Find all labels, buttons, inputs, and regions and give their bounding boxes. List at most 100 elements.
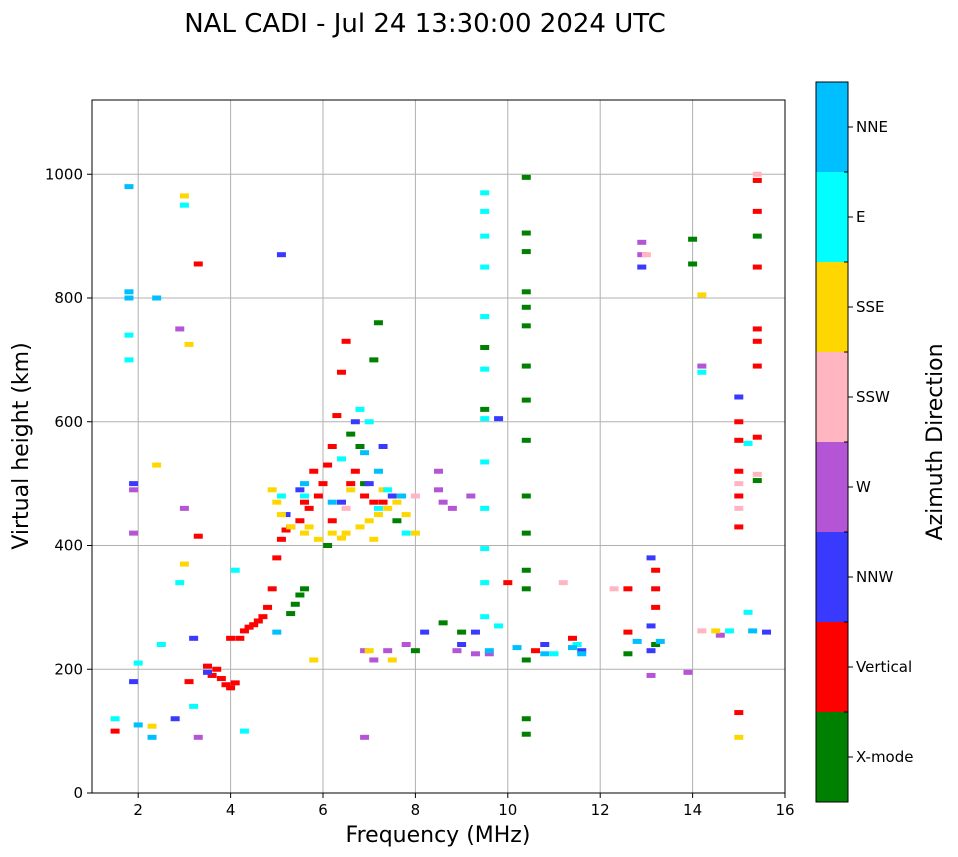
data-point-nnw xyxy=(646,623,656,629)
x-tick-label: 10 xyxy=(498,801,517,819)
data-point-w xyxy=(637,252,647,258)
data-point-sse xyxy=(734,734,744,740)
data-point-vertical xyxy=(350,468,360,474)
data-point-x-mode xyxy=(480,345,490,350)
data-point-vertical xyxy=(369,499,379,505)
data-point-x-mode xyxy=(521,567,531,573)
data-point-ssw xyxy=(641,252,651,258)
data-point-vertical xyxy=(110,728,120,734)
colorbar-label: SSW xyxy=(856,388,890,406)
x-axis-label: Frequency (MHz) xyxy=(346,823,531,848)
data-point-vertical xyxy=(253,618,263,624)
colorbar-label: X-mode xyxy=(856,748,913,766)
colorbar-label: NNW xyxy=(856,568,893,586)
data-point-sse xyxy=(383,505,393,511)
data-point-x-mode xyxy=(521,397,531,403)
data-point-x-mode xyxy=(688,261,698,267)
data-point-x-mode xyxy=(752,233,762,239)
data-point-nne xyxy=(577,651,587,657)
data-point-x-mode xyxy=(521,304,531,310)
data-point-vertical xyxy=(239,628,249,634)
data-point-x-mode xyxy=(360,481,370,487)
data-point-w xyxy=(715,632,725,638)
data-point-vertical xyxy=(249,622,259,628)
data-point-vertical xyxy=(226,635,236,641)
data-point-x-mode xyxy=(521,230,531,236)
data-point-sse xyxy=(346,487,356,493)
data-point-w xyxy=(683,669,693,675)
data-point-e xyxy=(383,487,393,493)
data-point-sse xyxy=(286,524,296,530)
data-point-vertical xyxy=(752,326,762,332)
colorbar-title: Azimuth Direction xyxy=(923,343,948,540)
data-point-vertical xyxy=(193,533,203,539)
data-point-sse xyxy=(373,512,383,518)
data-point-vertical xyxy=(734,419,744,425)
data-point-x-mode xyxy=(410,648,420,654)
data-point-vertical xyxy=(734,437,744,443)
data-point-x-mode xyxy=(295,592,305,598)
data-point-x-mode xyxy=(521,289,531,295)
data-point-vertical xyxy=(244,624,254,630)
y-tick-label: 0 xyxy=(73,784,83,802)
plot-frame xyxy=(91,99,786,794)
data-point-x-mode xyxy=(521,731,531,737)
data-point-vertical xyxy=(336,369,346,375)
data-point-w xyxy=(434,468,443,474)
data-point-sse xyxy=(369,536,379,542)
x-axis: 2 4 6 8 10 12 14 16 xyxy=(133,793,795,819)
data-point-e xyxy=(364,419,374,425)
data-point-e xyxy=(401,530,411,536)
data-point-vertical xyxy=(752,264,762,270)
data-point-e xyxy=(124,332,134,338)
data-point-e xyxy=(189,703,199,709)
data-point-sse xyxy=(276,512,286,518)
data-point-e xyxy=(175,580,185,586)
data-point-nne xyxy=(124,184,134,190)
data-point-nnw xyxy=(129,481,139,487)
data-point-nnw xyxy=(378,444,388,449)
data-point-nne xyxy=(360,450,370,456)
data-point-sse xyxy=(179,561,189,567)
data-point-vertical xyxy=(734,524,744,530)
data-point-vertical xyxy=(734,710,744,716)
data-point-vertical xyxy=(295,518,305,524)
data-point-vertical xyxy=(341,338,351,344)
data-point-nnw xyxy=(189,635,199,641)
data-point-e xyxy=(239,728,249,734)
colorbar-segment xyxy=(816,172,848,262)
data-point-w xyxy=(470,651,480,657)
data-point-w xyxy=(646,672,656,678)
data-point-vertical xyxy=(300,499,310,505)
data-point-sse xyxy=(364,518,374,524)
data-point-vertical xyxy=(207,672,217,678)
data-point-vertical xyxy=(327,444,337,449)
data-point-e xyxy=(480,366,490,372)
colorbar-segment xyxy=(816,712,848,802)
data-point-x-mode xyxy=(290,601,300,607)
data-points xyxy=(110,171,772,740)
data-point-ssw xyxy=(410,493,420,499)
data-point-x-mode xyxy=(346,431,356,437)
data-point-nnw xyxy=(276,252,286,258)
data-point-sse xyxy=(300,530,310,536)
data-point-vertical xyxy=(212,666,222,672)
data-point-ssw xyxy=(752,471,762,477)
data-point-vertical xyxy=(752,434,762,440)
data-point-e xyxy=(480,416,490,422)
data-point-nnw xyxy=(646,648,656,654)
data-point-x-mode xyxy=(688,236,698,242)
data-point-x-mode xyxy=(521,437,531,443)
data-point-e xyxy=(373,505,383,511)
data-point-vertical xyxy=(752,208,762,214)
data-point-vertical xyxy=(193,261,203,267)
data-point-nnw xyxy=(295,487,305,493)
data-point-sse xyxy=(272,499,282,505)
data-point-nne xyxy=(632,638,642,644)
data-point-w xyxy=(360,734,370,740)
data-point-vertical xyxy=(346,481,356,487)
colorbar-label: W xyxy=(856,478,871,496)
data-point-sse xyxy=(147,723,157,729)
data-point-x-mode xyxy=(521,586,531,592)
data-point-vertical xyxy=(503,580,513,586)
